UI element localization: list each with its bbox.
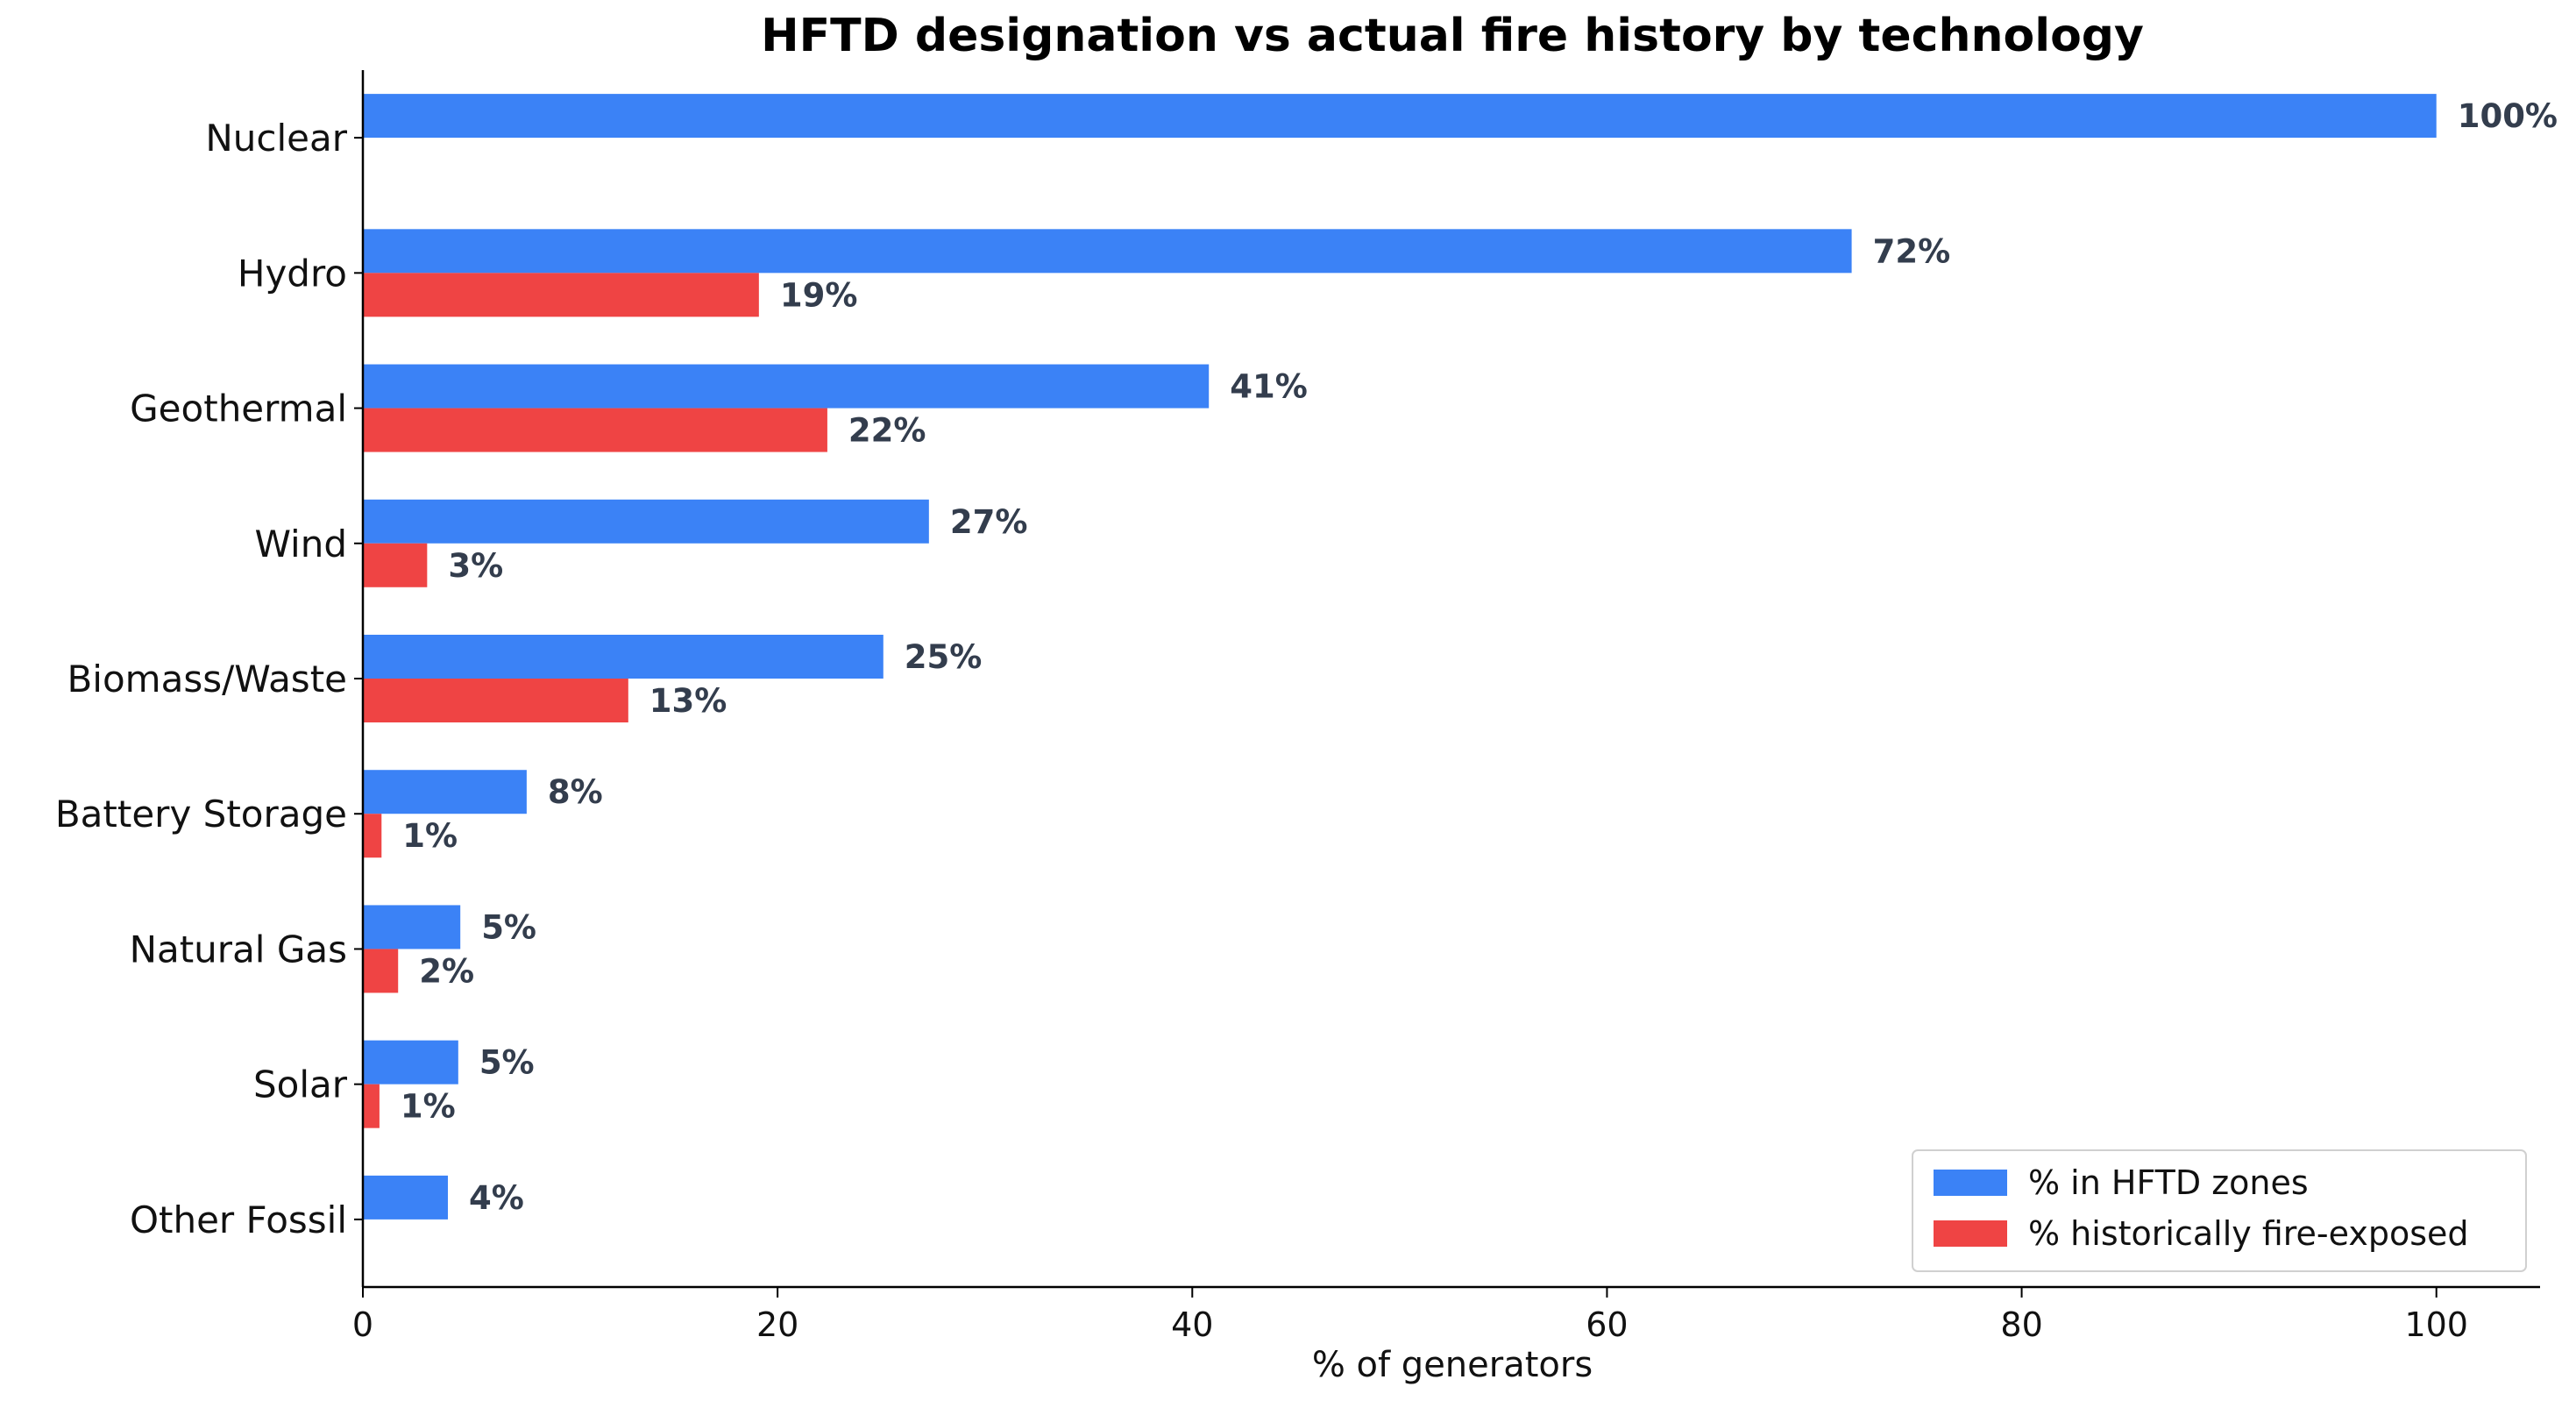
category-label: Other Fossil bbox=[130, 1198, 347, 1241]
hftd-value-label: 25% bbox=[905, 638, 983, 676]
hftd-bar bbox=[363, 1175, 448, 1220]
hftd-bar bbox=[363, 905, 461, 949]
hftd-bar bbox=[363, 229, 1852, 274]
legend-swatch bbox=[1934, 1220, 2007, 1247]
hftd-bar bbox=[363, 1040, 458, 1085]
x-tick-label: 60 bbox=[1586, 1305, 1628, 1344]
hftd-bar bbox=[363, 499, 929, 544]
fire-exposed-bar bbox=[363, 1084, 380, 1128]
fire-exposed-bar bbox=[363, 814, 382, 858]
hftd-value-label: 41% bbox=[1230, 368, 1308, 406]
x-tick-label: 80 bbox=[2000, 1305, 2042, 1344]
legend-label: % in HFTD zones bbox=[2028, 1163, 2309, 1202]
category-label: Natural Gas bbox=[130, 928, 347, 971]
category-label: Biomass/Waste bbox=[67, 658, 347, 700]
category-label: Wind bbox=[254, 523, 347, 565]
hftd-bar bbox=[363, 364, 1210, 409]
legend-swatch bbox=[1934, 1170, 2007, 1196]
fire-exposed-value-label: 3% bbox=[448, 547, 503, 585]
category-label: Battery Storage bbox=[55, 793, 347, 836]
fire-exposed-value-label: 2% bbox=[419, 952, 474, 990]
fire-exposed-value-label: 13% bbox=[649, 682, 727, 720]
legend-box bbox=[1912, 1149, 2527, 1272]
hftd-value-label: 100% bbox=[2458, 97, 2558, 135]
hftd-value-label: 72% bbox=[1873, 232, 1951, 270]
hftd-value-label: 5% bbox=[481, 908, 536, 946]
x-tick-label: 100 bbox=[2404, 1305, 2468, 1344]
fire-exposed-bar bbox=[363, 273, 759, 317]
hftd-bar bbox=[363, 94, 2437, 139]
value-labels-group: 100%72%19%41%22%27%3%25%13%8%1%5%2%5%1%4… bbox=[401, 97, 2558, 1217]
fire-exposed-value-label: 1% bbox=[401, 1088, 456, 1126]
hftd-value-label: 4% bbox=[469, 1179, 524, 1217]
hftd-bar bbox=[363, 635, 884, 679]
hftd-value-label: 8% bbox=[548, 773, 603, 811]
legend-label: % historically fire-exposed bbox=[2028, 1214, 2469, 1253]
hftd-value-label: 27% bbox=[950, 503, 1028, 541]
category-label: Solar bbox=[253, 1063, 348, 1106]
fire-exposed-value-label: 1% bbox=[402, 817, 458, 855]
fire-exposed-value-label: 22% bbox=[848, 412, 926, 450]
y-axis: Nuclear Hydro Geothermal Wind Biomass/Waste B… bbox=[55, 70, 365, 1287]
chart-title: HFTD designation vs actual fire history … bbox=[761, 10, 2144, 62]
x-axis-label: % of generators bbox=[1312, 1345, 1593, 1385]
fire-exposed-bar bbox=[363, 679, 628, 722]
category-label: Geothermal bbox=[130, 388, 347, 430]
fire-exposed-bar bbox=[363, 543, 428, 587]
x-axis: 0 20 40 60 80 100 bbox=[352, 1285, 2540, 1344]
bars-group bbox=[363, 94, 2437, 1220]
fire-exposed-value-label: 19% bbox=[780, 276, 858, 314]
fire-exposed-bar bbox=[363, 949, 399, 993]
hftd-bar bbox=[363, 770, 527, 814]
hftd-value-label: 5% bbox=[479, 1044, 535, 1082]
category-label: Hydro bbox=[238, 252, 347, 295]
x-tick-label: 0 bbox=[352, 1305, 373, 1344]
x-tick-label: 40 bbox=[1171, 1305, 1213, 1344]
x-tick-label: 20 bbox=[756, 1305, 798, 1344]
legend: % in HFTD zones % historically fire-expos… bbox=[1912, 1149, 2527, 1272]
fire-exposed-bar bbox=[363, 408, 827, 452]
category-label: Nuclear bbox=[205, 117, 347, 160]
